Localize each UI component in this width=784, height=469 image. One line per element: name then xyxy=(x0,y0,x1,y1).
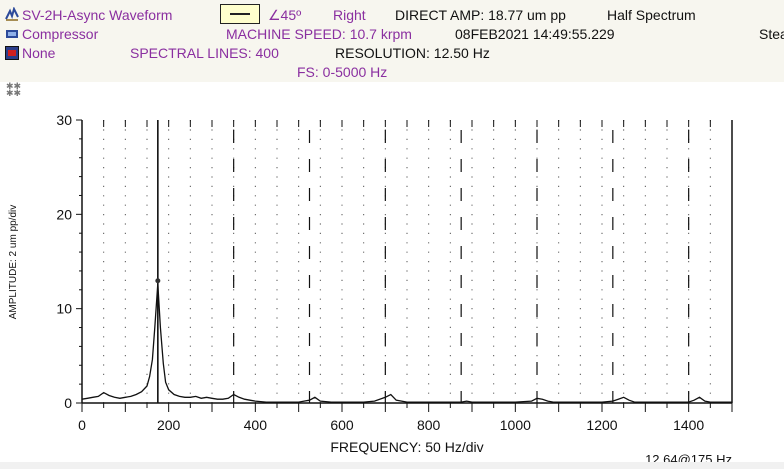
status-strip xyxy=(0,462,784,469)
y-tick-label: 20 xyxy=(56,206,72,222)
x-tick-label: 800 xyxy=(417,417,441,433)
x-tick-label: 0 xyxy=(78,417,86,433)
x-tick-label: 600 xyxy=(330,417,354,433)
x-tick-label: 200 xyxy=(157,417,181,433)
y-axis-label: AMPLITUDE: 2 um pp/div xyxy=(8,205,19,319)
machine-state: Stea xyxy=(759,26,784,42)
resolution: RESOLUTION: 12.50 Hz xyxy=(335,45,490,61)
spectrum-mode: Half Spectrum xyxy=(607,7,696,23)
filter-value: None xyxy=(22,45,56,61)
expand-icon[interactable]: ✱✱ ✱✱ xyxy=(6,81,22,98)
peak-marker[interactable] xyxy=(155,278,161,284)
spectrum-trace xyxy=(81,283,732,403)
y-tick-label: 0 xyxy=(64,395,72,411)
probe-direction: Right xyxy=(333,7,366,23)
x-tick-label: 1400 xyxy=(673,417,704,433)
plot-header: SV-2H-Async Waveform ∠45º Right DIRECT A… xyxy=(0,0,784,82)
grid xyxy=(103,120,711,403)
harmonic-markers xyxy=(233,130,690,403)
trace-style-box[interactable] xyxy=(220,4,260,24)
direct-amp: DIRECT AMP: 18.77 um pp xyxy=(395,7,566,23)
y-tick-label: 30 xyxy=(56,112,72,128)
machine-name: Compressor xyxy=(22,26,99,42)
frequency-span: FS: 0-5000 Hz xyxy=(297,64,388,80)
y-tick-label: 10 xyxy=(56,301,72,317)
x-tick-label: 400 xyxy=(244,417,268,433)
spectral-lines: SPECTRAL LINES: 400 xyxy=(130,45,279,61)
x-tick-label: 1200 xyxy=(586,417,617,433)
x-axis-label: FREQUENCY: 50 Hz/div xyxy=(330,439,483,455)
filter-icon[interactable] xyxy=(5,46,19,60)
probe-angle: ∠45º xyxy=(268,7,302,23)
plot-title: SV-2H-Async Waveform xyxy=(22,7,173,23)
axes xyxy=(76,119,733,412)
timestamp: 08FEB2021 14:49:55.229 xyxy=(455,26,615,42)
x-tick-label: 1000 xyxy=(500,417,531,433)
tick-labels: 0 200 400 600 800 1000 1200 1400 0 10 20 30 xyxy=(56,112,704,433)
machine-icon[interactable] xyxy=(5,27,19,41)
machine-speed: MACHINE SPEED: 10.7 krpm xyxy=(226,26,412,42)
waveform-icon[interactable] xyxy=(5,7,19,21)
